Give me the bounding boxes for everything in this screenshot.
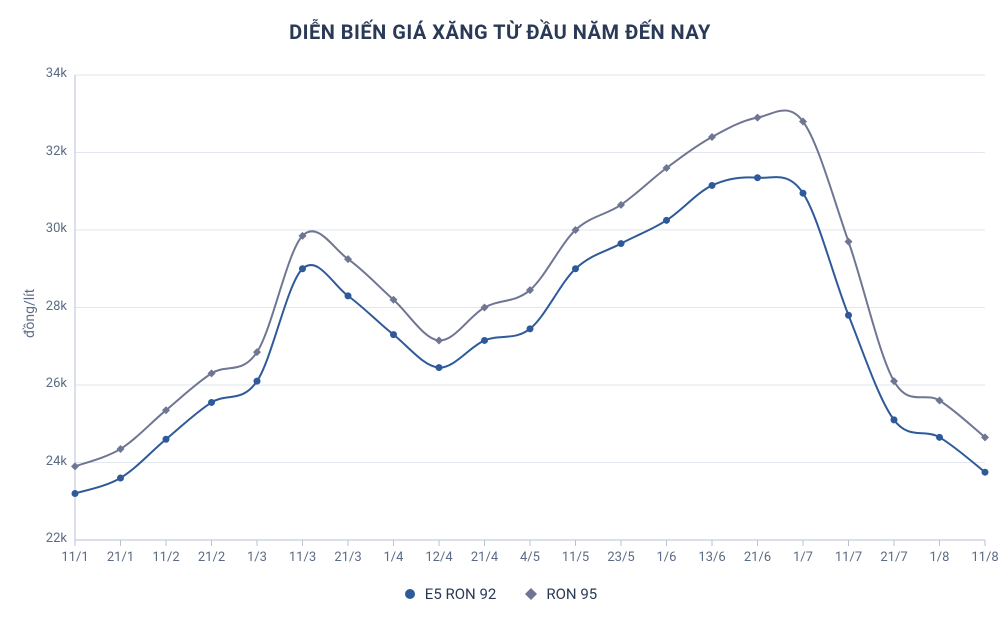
- y-tick-label: 22k: [46, 531, 67, 546]
- x-tick-label: 13/6: [694, 550, 730, 565]
- legend: E5 RON 92 RON 95: [0, 585, 1000, 603]
- x-tick-label: 4/5: [512, 550, 548, 565]
- x-tick-label: 21/3: [330, 550, 366, 565]
- x-tick-label: 21/1: [103, 550, 139, 565]
- x-tick-label: 21/4: [467, 550, 503, 565]
- legend-item[interactable]: RON 95: [524, 585, 597, 603]
- x-tick-label: 11/2: [148, 550, 184, 565]
- x-tick-label: 1/7: [785, 550, 821, 565]
- x-tick-label: 11/8: [967, 550, 1000, 565]
- x-tick-label: 11/1: [57, 550, 93, 565]
- diamond-icon: [524, 587, 538, 601]
- y-tick-label: 34k: [46, 66, 67, 81]
- x-tick-label: 11/7: [831, 550, 867, 565]
- x-tick-label: 21/7: [876, 550, 912, 565]
- x-tick-label: 21/6: [740, 550, 776, 565]
- y-tick-label: 26k: [46, 376, 67, 391]
- x-tick-label: 1/3: [239, 550, 275, 565]
- x-tick-label: 11/5: [558, 550, 594, 565]
- x-tick-label: 12/4: [421, 550, 457, 565]
- y-tick-label: 28k: [46, 299, 67, 314]
- legend-label: E5 RON 92: [425, 585, 497, 603]
- x-tick-label: 23/5: [603, 550, 639, 565]
- y-tick-label: 24k: [46, 454, 67, 469]
- legend-label: RON 95: [546, 585, 597, 603]
- y-tick-label: 30k: [46, 221, 67, 236]
- legend-item[interactable]: E5 RON 92: [403, 585, 497, 603]
- circle-icon: [403, 587, 417, 601]
- x-tick-label: 21/2: [194, 550, 230, 565]
- chart-plot: [0, 0, 1000, 617]
- x-tick-label: 11/3: [285, 550, 321, 565]
- x-tick-label: 1/6: [649, 550, 685, 565]
- x-tick-label: 1/8: [922, 550, 958, 565]
- x-tick-label: 1/4: [376, 550, 412, 565]
- y-tick-label: 32k: [46, 144, 67, 159]
- chart-container: DIỄN BIẾN GIÁ XĂNG TỪ ĐẦU NĂM ĐẾN NAY đồ…: [0, 0, 1000, 617]
